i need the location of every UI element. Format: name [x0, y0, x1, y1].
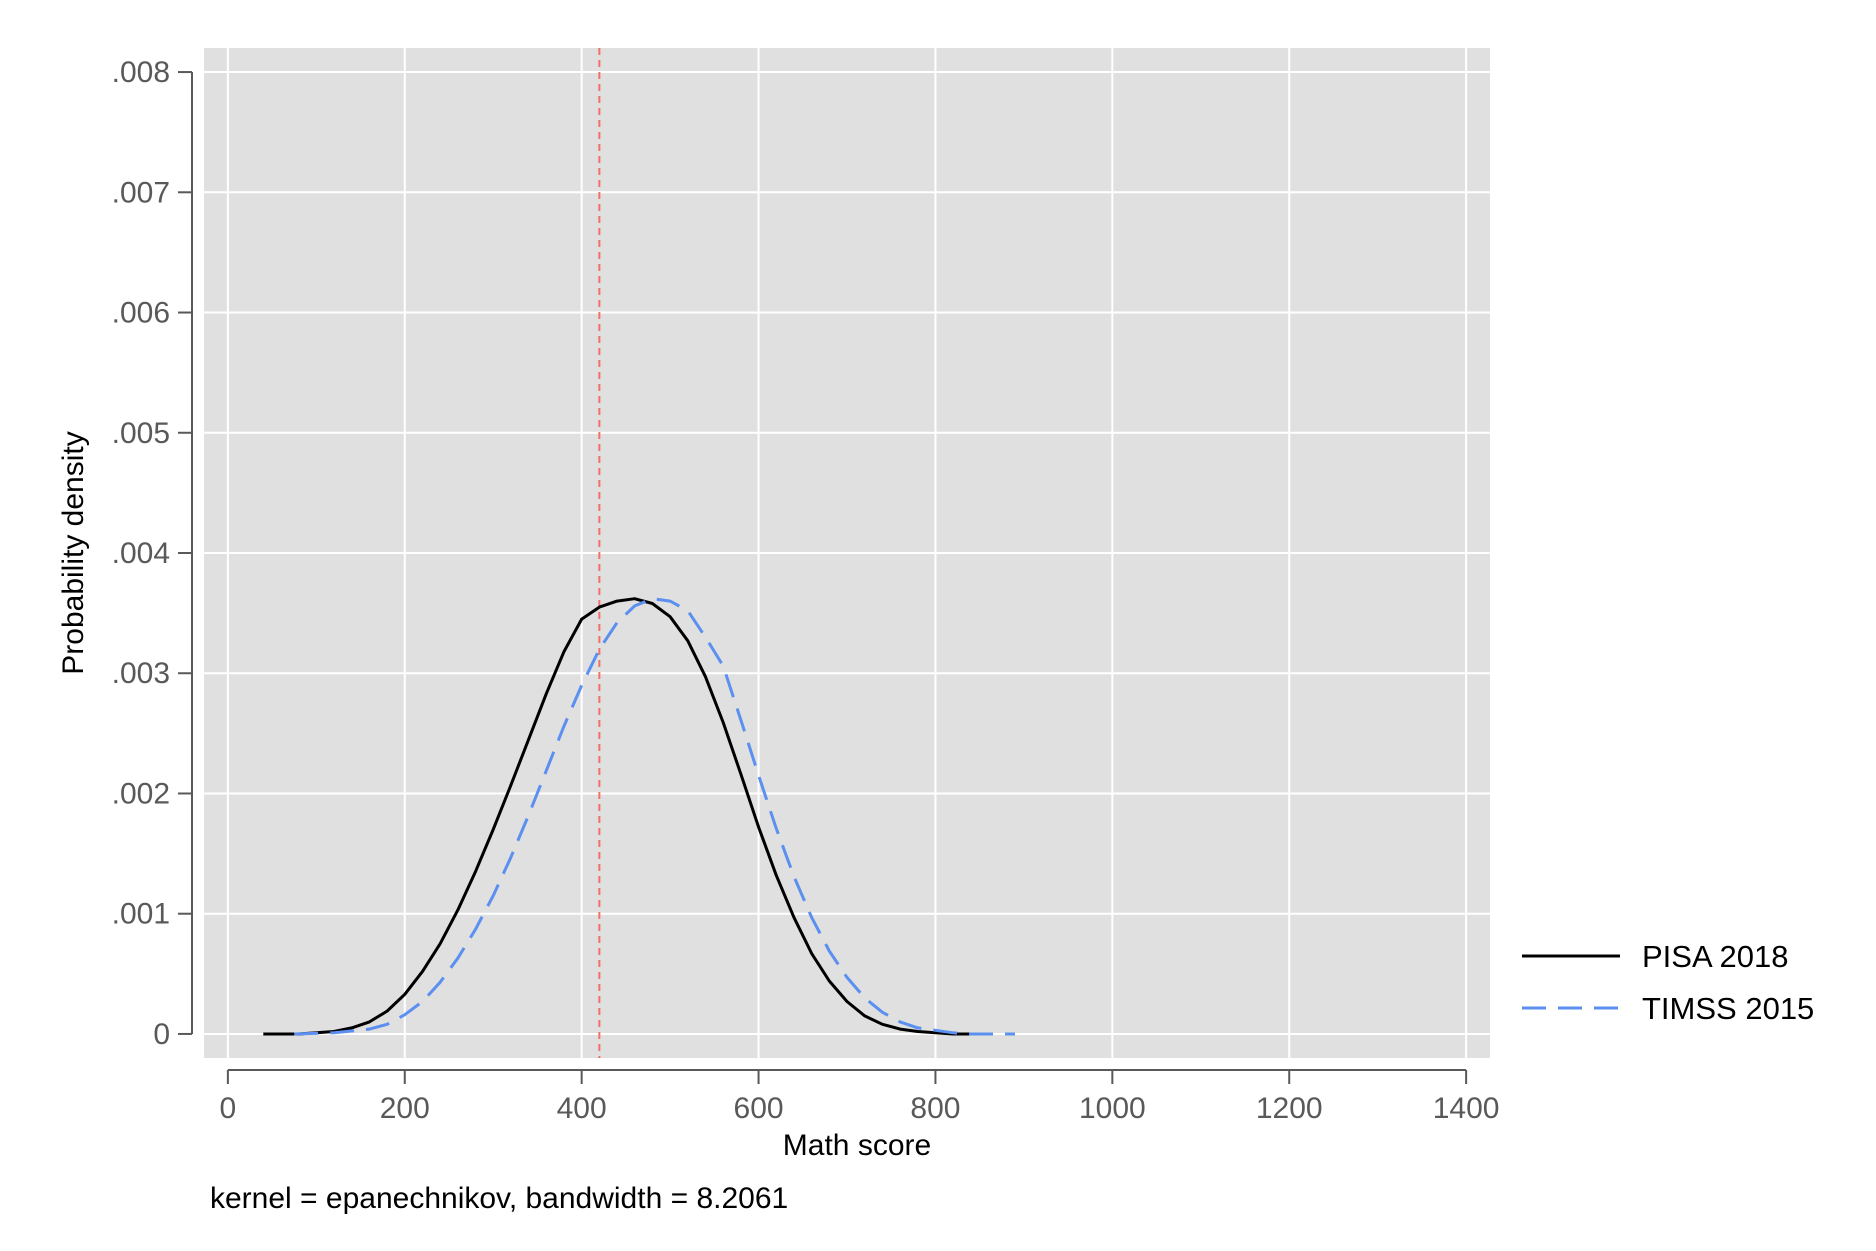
- y-tick-label: .002: [112, 777, 170, 810]
- grid-lines: [204, 48, 1490, 1058]
- y-tick-label: .007: [112, 176, 170, 209]
- legend-label: PISA 2018: [1642, 939, 1789, 974]
- y-tick-label: .006: [112, 297, 170, 330]
- y-tick-label: 0: [153, 1018, 170, 1051]
- axes-group: 0 .001 .002 .003 .004 .005 .006 .007 .008 0 200 400…: [112, 56, 1500, 1125]
- x-tick-label: 600: [734, 1092, 784, 1125]
- series-group: [263, 597, 1015, 1036]
- x-tick-label: 400: [557, 1092, 607, 1125]
- kernel-note: kernel = epanechnikov, bandwidth = 8.206…: [210, 1182, 788, 1215]
- y-tick-label: .003: [112, 657, 170, 690]
- x-axis-title: Math score: [783, 1129, 931, 1162]
- y-tick-label: .008: [112, 56, 170, 89]
- x-tick-label: 200: [380, 1092, 430, 1125]
- legend-label: TIMSS 2015: [1642, 991, 1814, 1026]
- x-tick-label: 1200: [1256, 1092, 1323, 1125]
- y-tick-label: .001: [112, 898, 170, 931]
- series-line-timss-2015: [294, 597, 1015, 1036]
- x-tick-label: 1000: [1079, 1092, 1146, 1125]
- x-tick-label: 800: [910, 1092, 960, 1125]
- legend: PISA 2018 TIMSS 2015: [1522, 939, 1814, 1026]
- y-axis-title: Probability density: [57, 431, 90, 674]
- x-tick-label: 0: [220, 1092, 237, 1125]
- x-tick-label: 1400: [1433, 1092, 1500, 1125]
- y-tick-label: .004: [112, 537, 170, 570]
- y-tick-label: .005: [112, 417, 170, 450]
